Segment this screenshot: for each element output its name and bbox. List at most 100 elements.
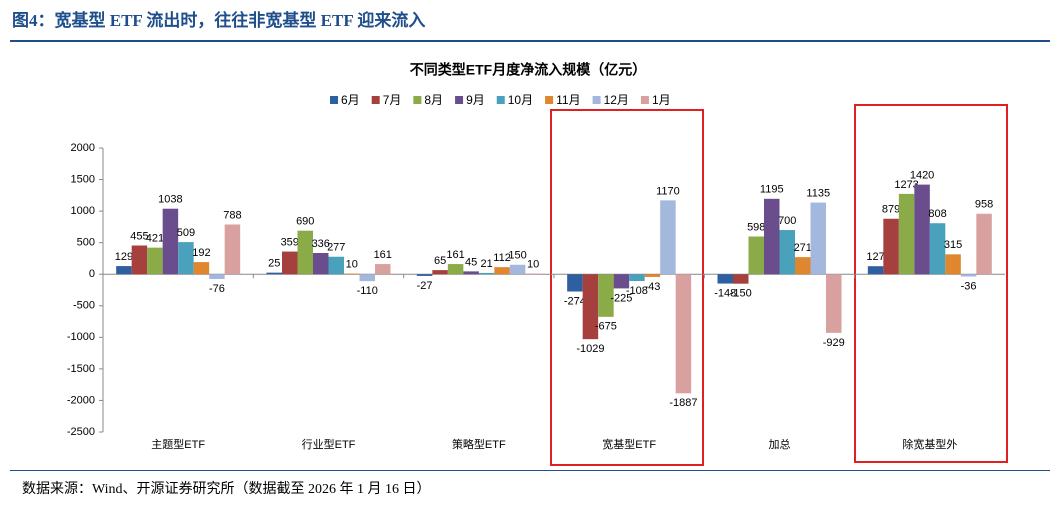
value-label: 700	[778, 215, 796, 227]
value-label: 598	[747, 221, 765, 233]
bar	[494, 267, 510, 275]
value-label: -225	[610, 292, 632, 304]
bar	[509, 264, 526, 275]
legend-label: 1月	[652, 93, 671, 107]
legend-swatch	[455, 96, 464, 104]
value-label: 958	[975, 199, 993, 211]
value-label: 10	[527, 258, 539, 270]
bar	[598, 274, 614, 317]
bar	[779, 230, 795, 275]
bar	[131, 245, 148, 275]
value-label: 1038	[158, 194, 182, 206]
bar	[960, 274, 977, 277]
bar	[567, 274, 583, 292]
value-label: 112	[493, 252, 511, 264]
bar	[328, 256, 344, 275]
bar	[898, 193, 915, 275]
value-label: 25	[268, 258, 280, 270]
chart-title: 不同类型ETF月度净流入规模（亿元）	[410, 62, 646, 78]
bar	[313, 253, 329, 275]
bar	[717, 274, 733, 284]
value-label: 150	[508, 250, 526, 262]
value-label: 129	[115, 251, 133, 263]
value-label: 1170	[656, 185, 680, 197]
value-label: 21	[480, 258, 492, 270]
highlight-box	[550, 109, 704, 466]
bar	[432, 270, 448, 275]
legend-swatch	[413, 96, 422, 104]
legend-swatch	[592, 96, 601, 104]
value-label: -76	[209, 283, 225, 295]
legend-swatch	[330, 96, 338, 104]
value-label: 1195	[760, 184, 784, 196]
value-label: -110	[357, 285, 378, 297]
bar	[675, 274, 692, 394]
source-note: 数据来源：Wind、开源证券研究所（数据截至 2026 年 1 月 16 日）	[22, 482, 431, 497]
value-label: -1887	[669, 397, 697, 409]
highlight-box	[854, 104, 1008, 463]
bar	[795, 257, 811, 275]
value-label: 1420	[910, 170, 934, 182]
value-label: 10	[346, 258, 358, 270]
value-label: 509	[177, 227, 195, 239]
value-label: 315	[944, 239, 962, 251]
y-tick-label: 500	[77, 237, 95, 249]
value-label: 45	[465, 256, 477, 268]
bar	[867, 266, 884, 275]
bar	[826, 274, 842, 333]
value-label: 161	[374, 249, 392, 261]
y-tick-label: 1500	[71, 173, 95, 185]
value-label: 161	[446, 249, 464, 261]
value-label: -43	[644, 281, 660, 293]
legend-swatch	[371, 96, 380, 104]
value-label: 1273	[894, 179, 918, 191]
y-tick-label: 0	[89, 268, 95, 280]
x-tick-label: 除宽基型外	[902, 437, 957, 451]
value-label: 455	[130, 230, 148, 242]
y-tick-label: -2500	[67, 426, 95, 438]
legend-label: 10月	[508, 93, 533, 107]
bar	[764, 198, 780, 275]
value-label: -150	[730, 288, 752, 300]
value-label: -36	[961, 280, 977, 292]
y-tick-label: -1500	[67, 363, 95, 375]
bar	[178, 242, 194, 275]
value-label: -1029	[576, 343, 604, 355]
bar	[209, 274, 225, 280]
bar	[375, 264, 391, 275]
y-tick-label: -2000	[67, 394, 95, 406]
legend-label: 7月	[383, 93, 402, 107]
bar	[748, 236, 764, 275]
value-label: 808	[928, 208, 946, 220]
x-tick-label: 加总	[769, 437, 791, 451]
bar	[525, 273, 541, 275]
bar	[644, 274, 661, 277]
value-label: -274	[564, 295, 586, 307]
value-label: 336	[312, 238, 330, 250]
value-label: -929	[823, 337, 845, 349]
value-label: -108	[626, 285, 648, 297]
footer-rule	[10, 470, 1050, 471]
bar	[660, 200, 676, 275]
header-rule	[10, 40, 1050, 42]
bar	[162, 208, 179, 275]
value-label: 421	[146, 233, 164, 245]
y-tick-label: 2000	[71, 142, 95, 154]
value-label: 690	[296, 216, 314, 228]
bar	[147, 247, 163, 275]
value-label: -148	[714, 287, 736, 299]
bar	[929, 223, 946, 275]
value-label: 65	[434, 255, 446, 267]
legend-label: 6月	[341, 93, 360, 107]
x-tick-label: 主题型ETF	[151, 437, 205, 451]
bar	[733, 274, 749, 284]
bar	[976, 213, 992, 275]
bar	[193, 262, 210, 275]
y-tick-label: -1000	[67, 331, 95, 343]
legend-swatch	[496, 96, 505, 104]
value-label: -675	[595, 321, 617, 333]
value-label: 127	[866, 251, 884, 263]
bar	[416, 274, 433, 276]
